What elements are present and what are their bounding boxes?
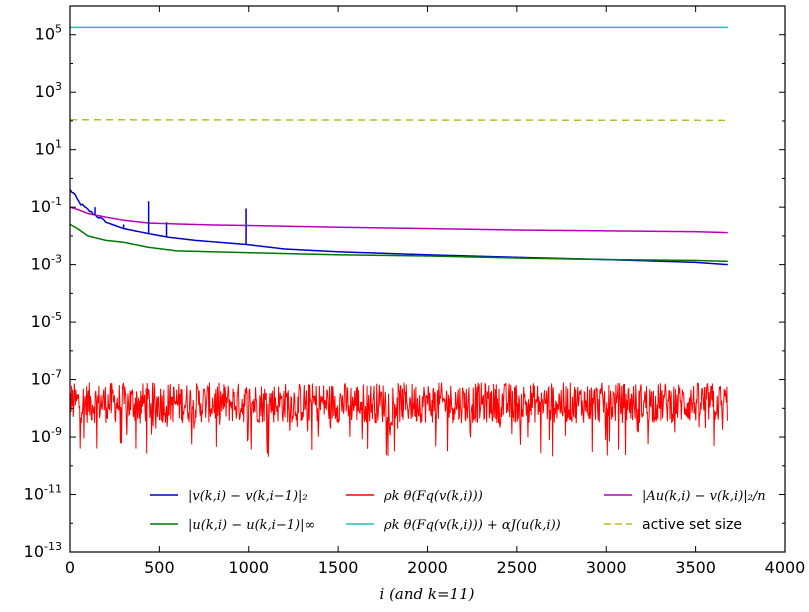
y-tick-label: 10-7 xyxy=(31,368,62,389)
plot-frame xyxy=(69,5,786,553)
y-tick-label: 10-3 xyxy=(31,253,62,274)
legend-label: |Au(k,i) − v(k,i)|₂/n xyxy=(642,489,766,504)
legend-label: active set size xyxy=(642,517,742,533)
x-tick-label: 1000 xyxy=(228,558,269,577)
y-tick-label: 103 xyxy=(35,80,62,101)
legend-label: |v(k,i) − v(k,i−1)|₂ xyxy=(188,489,308,504)
legend-label: ρk θ(Fq(v(k,i))) + αJ(u(k,i)) xyxy=(383,518,561,533)
x-tick-label: 4000 xyxy=(765,558,806,577)
x-tick-label: 500 xyxy=(144,558,175,577)
legend: |v(k,i) − v(k,i−1)|₂ |u(k,i) − u(k,i−1)|∞… xyxy=(150,489,766,533)
y-tick-label: 105 xyxy=(35,23,62,44)
y-axis: 10-13 10-11 10-9 10-7 10-5 10-3 10-1 101 103 105 xyxy=(24,5,785,561)
y-tick-label: 10-1 xyxy=(31,195,62,216)
x-tick-label: 3000 xyxy=(586,558,627,577)
x-tick-label: 3500 xyxy=(675,558,716,577)
y-tick-label: 10-13 xyxy=(24,540,62,561)
y-tick-label: 10-9 xyxy=(31,425,62,446)
series-line xyxy=(70,188,728,266)
series-line xyxy=(70,206,728,234)
series-line xyxy=(70,119,728,122)
y-tick-label: 10-5 xyxy=(31,310,62,331)
x-tick-label: 2000 xyxy=(407,558,448,577)
x-tick-label: 1500 xyxy=(318,558,359,577)
x-tick-label: 0 xyxy=(65,558,75,577)
series-layer xyxy=(70,26,728,457)
x-axis: 0 500 1000 1500 2000 2500 3000 3500 4000 xyxy=(65,6,805,577)
y-tick-label: 10-11 xyxy=(24,483,62,504)
x-tick-label: 2500 xyxy=(497,558,538,577)
legend-label: |u(k,i) − u(k,i−1)|∞ xyxy=(188,518,315,533)
y-tick-label: 101 xyxy=(35,138,62,159)
series-line-residual xyxy=(70,381,728,457)
legend-label: ρk θ(Fq(v(k,i))) xyxy=(383,489,483,504)
series-line xyxy=(70,223,728,263)
x-axis-label: i (and k=11) xyxy=(380,585,475,603)
